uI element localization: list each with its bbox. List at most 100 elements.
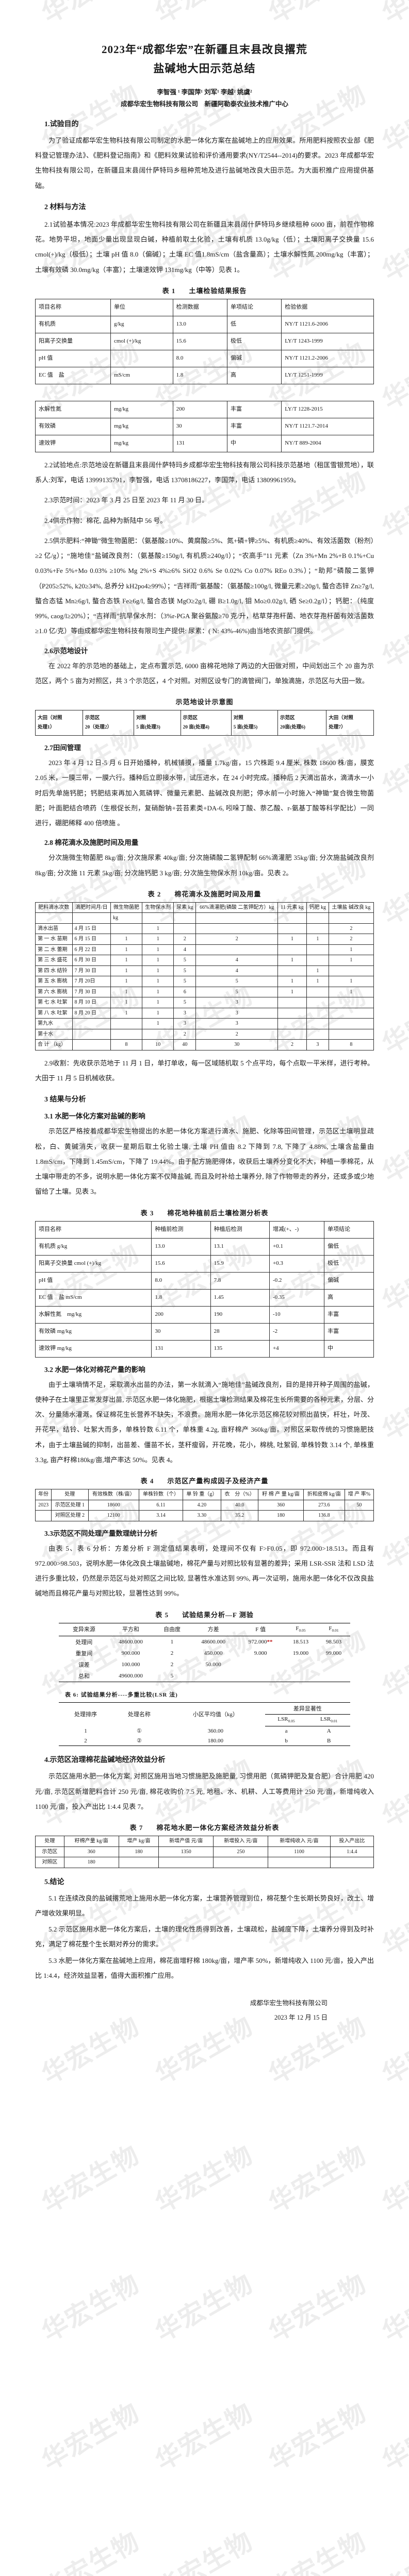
table-cell [328, 1028, 374, 1040]
table-row: 滴水出苗 4 月 15 日 1 2 [35, 923, 374, 935]
table-cell: 1 [328, 944, 374, 956]
table-cell: -2 [269, 1323, 325, 1341]
table-cell: 误差 [78, 1662, 90, 1668]
table-cell [72, 1018, 111, 1029]
table-row: 对照区处理 2 12100 3.14 3.30 35.2 180 136.8 [35, 1510, 374, 1521]
table-5-caption: 表 5 试验结果分析—F 测验 [35, 1609, 374, 1619]
table-3-caption: 表 3 棉花地种植前后土壤检测分析表 [35, 1208, 374, 1217]
table-header-cell: 方差 [189, 1622, 237, 1636]
table-cell: 48600.000 [119, 1638, 143, 1645]
table-cell: 135 [210, 1340, 270, 1358]
table-cell: 5 [173, 955, 197, 966]
table-cell: NY/T 1121.6-2006 [281, 315, 374, 333]
table-header-cell: 检验依据 [281, 298, 374, 316]
table-cell: 3 [195, 1007, 279, 1019]
table-cell: a [285, 1728, 288, 1735]
heading-2-7: 2.7田间管理 [44, 744, 81, 752]
table-cell: 450.000 [204, 1650, 223, 1656]
table-cell: LY/T 1251-1999 [281, 366, 374, 384]
plot-cell-line-2: 20 亩(处理4) [183, 725, 209, 731]
table-cell: 偏碱 [324, 1272, 374, 1290]
table-cell [118, 1857, 159, 1868]
table-cell: 10 [142, 1039, 174, 1050]
heading-section-4: 4.示范区治理棉花盐碱地经济效益分析 [44, 1756, 166, 1765]
plot-cell-line-2: 5 亩(处理3) [136, 725, 160, 731]
table-cell [158, 1857, 214, 1868]
table-cell: +0.1 [269, 1238, 325, 1256]
paragraph-1-purpose: 为了验证成都华宏生物科技有限公司制定的水肥一体化方案在盐碱地上的应用效果。所用肥… [35, 136, 374, 190]
table-cell: 1 [110, 1007, 143, 1019]
table-cell: LY/T 1228-2015 [281, 400, 374, 418]
table-subheader-cell: LSR0.05 [265, 1714, 308, 1726]
watermark: 华宏生物 [37, 2397, 145, 2476]
table-cell: 900.000 [121, 1650, 140, 1656]
watermark: 华宏生物 [150, 2526, 258, 2576]
table-cell: 1 [277, 976, 307, 987]
table-cell: 13.0 [172, 315, 227, 333]
watermark: 华宏生物 [150, 2397, 258, 2476]
watermark: 华宏生物 [150, 2140, 258, 2218]
heading-section-2: 2 材料与方法 [44, 203, 86, 211]
table-cell [328, 912, 374, 924]
paragraph-3-3-statistics: 由表 5、表 6 分析：方差分析 F 测定值结果表明，处理间不仅有 F>F0.0… [35, 1544, 374, 1598]
table-2-caption: 表 2 棉花滴水及施肥时间及用量 [35, 889, 374, 899]
table-cell [277, 1028, 307, 1040]
table-cell: 1 [277, 934, 307, 945]
table-cell: 5 [173, 976, 197, 987]
table-cell: 1 [110, 934, 143, 945]
table-cell: 示范区 [35, 1846, 64, 1858]
paragraph-2-3-time: 2.3示范时间：2023 年 3 月 25 日至 2023 年 11 月 30 … [44, 496, 209, 504]
table-cell [195, 923, 279, 935]
affiliation: 成都华宏生物科技有限公司 新疆阿勒泰农业技术推广中心 [120, 100, 288, 108]
table-cell: 2 [173, 1028, 197, 1040]
table-cell: 1 [306, 965, 329, 977]
table-cell: A [326, 1728, 331, 1735]
table-cell: 1 [142, 955, 174, 966]
table-spacer-row [36, 384, 374, 401]
title-line-2: 盐碱地大田示范总结 [153, 62, 256, 75]
table-cell: 有机质 [35, 315, 111, 333]
table-1-number: 表 1 [162, 286, 176, 295]
table-cell: cmol (+)/kg [110, 332, 173, 350]
table-4-number: 表 4 [140, 1477, 154, 1485]
table-cell: 1.8 [172, 366, 227, 384]
table-header-cell: 籽棉产量 kg/亩 [63, 1836, 119, 1847]
table-cell [173, 912, 197, 924]
table-cell: 丰富 [324, 1323, 374, 1341]
table-cell: 131 [151, 1340, 211, 1358]
table-cell: -0.35 [269, 1289, 325, 1307]
watermark: 华宏生物 [261, 0, 372, 30]
table-cell: 3.14 [139, 1510, 183, 1521]
table-cell [142, 912, 174, 924]
table-cell: 136.8 [303, 1510, 345, 1521]
table-cell: 8 [328, 1039, 374, 1050]
table-cell: 13.0 [151, 1238, 211, 1256]
table-header-row: 处理排序 处理名称 小区平均值（kg） 差异显著性 [58, 1702, 350, 1726]
table-cell: 第 五 水 膨桃 [35, 976, 73, 987]
table-cell [237, 1670, 284, 1682]
table-cell: 1 [142, 1007, 174, 1019]
table-row: 总和 49600.000 5 [58, 1670, 350, 1682]
table-cell: NY/T 1121.7-2014 [281, 417, 374, 435]
signature-block: 成都华宏生物科技有限公司 2023 年 12 月 15 日 [35, 1996, 374, 2025]
paragraph-2-4-crop: 2.4供示作物：棉花, 品种为新陆中 56 号。 [44, 516, 167, 524]
table-cell: 1 [142, 986, 174, 998]
table-7-title: 棉花地水肥一体化方案经济效益分析表 [156, 1824, 280, 1832]
plot-design-cell: 对照 5 亩(处理5) [231, 709, 279, 736]
table-cell: 1 [142, 997, 174, 1008]
table-cell: 180 [63, 1857, 119, 1868]
table-cell: 1 [277, 955, 307, 966]
table-cell: 13.1 [210, 1238, 270, 1256]
plot-cell-line-2: 处理7） [329, 725, 346, 731]
table-cell: 阳离子交换量 [35, 332, 111, 350]
table-1-title: 土壤检验结果报告 [189, 286, 247, 295]
table-row: 重复间 900.000 2 450.000 9.000 19.000 99.000 [59, 1648, 350, 1659]
table-header-cell: 单株铃数（个） [139, 1489, 183, 1500]
table-cell: 180 [258, 1510, 304, 1521]
table-cell [277, 1007, 307, 1019]
table-cell [142, 1028, 174, 1040]
table-cell: 1 [142, 976, 174, 987]
